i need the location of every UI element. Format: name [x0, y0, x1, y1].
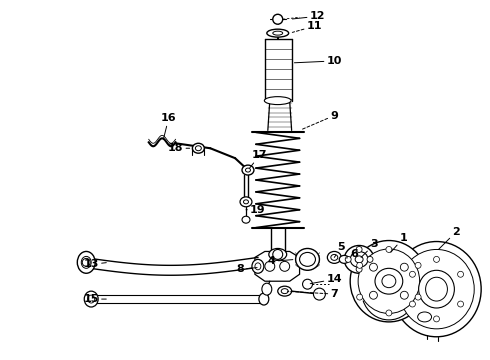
Ellipse shape	[417, 312, 432, 322]
Text: 11: 11	[293, 21, 322, 32]
Text: 16: 16	[161, 113, 176, 140]
Text: 6: 6	[347, 249, 358, 260]
Text: 18: 18	[168, 143, 190, 153]
Ellipse shape	[196, 146, 201, 151]
Circle shape	[458, 271, 464, 277]
Ellipse shape	[382, 275, 396, 288]
Text: 4: 4	[268, 256, 293, 266]
Ellipse shape	[193, 143, 204, 153]
Text: 7: 7	[288, 289, 338, 299]
Circle shape	[434, 316, 440, 322]
Ellipse shape	[269, 248, 287, 260]
Ellipse shape	[273, 31, 283, 35]
Circle shape	[400, 291, 408, 299]
Circle shape	[434, 256, 440, 262]
Circle shape	[367, 256, 373, 262]
Text: 9: 9	[302, 111, 338, 129]
Circle shape	[386, 310, 392, 316]
Polygon shape	[89, 295, 265, 303]
Ellipse shape	[242, 216, 250, 223]
Ellipse shape	[81, 256, 91, 268]
Circle shape	[273, 249, 283, 260]
Ellipse shape	[355, 256, 363, 263]
Circle shape	[356, 266, 362, 272]
Ellipse shape	[299, 252, 316, 266]
Ellipse shape	[252, 260, 264, 273]
Text: 10: 10	[294, 56, 342, 66]
Ellipse shape	[88, 295, 95, 303]
Text: 1: 1	[391, 233, 408, 252]
Ellipse shape	[244, 200, 248, 204]
Circle shape	[82, 258, 90, 266]
Ellipse shape	[375, 268, 403, 294]
Ellipse shape	[77, 251, 95, 273]
Ellipse shape	[262, 283, 272, 295]
Text: 5: 5	[334, 243, 345, 257]
Ellipse shape	[267, 29, 289, 37]
Text: 3: 3	[361, 239, 378, 257]
Circle shape	[357, 294, 363, 300]
Ellipse shape	[392, 242, 481, 337]
Circle shape	[356, 247, 362, 252]
Circle shape	[345, 256, 351, 262]
Circle shape	[273, 14, 283, 24]
Text: 19: 19	[246, 205, 266, 215]
Circle shape	[410, 271, 416, 277]
Ellipse shape	[255, 263, 261, 270]
Ellipse shape	[242, 165, 254, 175]
Text: 14: 14	[310, 274, 342, 284]
Circle shape	[410, 301, 416, 307]
Circle shape	[265, 261, 275, 271]
Circle shape	[415, 262, 421, 268]
Text: 13: 13	[83, 259, 106, 269]
Ellipse shape	[418, 270, 454, 308]
Ellipse shape	[399, 249, 474, 329]
Circle shape	[369, 291, 377, 299]
Circle shape	[357, 262, 363, 268]
Circle shape	[314, 288, 325, 300]
Ellipse shape	[240, 197, 252, 207]
Ellipse shape	[339, 255, 349, 264]
Ellipse shape	[350, 240, 428, 322]
Ellipse shape	[278, 286, 292, 296]
Ellipse shape	[327, 251, 341, 264]
Circle shape	[458, 301, 464, 307]
Polygon shape	[83, 257, 258, 275]
Text: 8: 8	[236, 264, 257, 274]
Ellipse shape	[259, 293, 269, 305]
Text: 2: 2	[439, 226, 460, 249]
Text: 15: 15	[83, 294, 106, 304]
Circle shape	[400, 263, 408, 271]
Ellipse shape	[358, 249, 419, 314]
Ellipse shape	[84, 291, 98, 307]
Ellipse shape	[245, 168, 250, 172]
Circle shape	[369, 263, 377, 271]
Text: 17: 17	[250, 150, 268, 168]
Circle shape	[415, 294, 421, 300]
Ellipse shape	[426, 277, 447, 301]
Ellipse shape	[264, 96, 291, 105]
Text: 12: 12	[293, 11, 325, 21]
Ellipse shape	[350, 251, 368, 267]
Ellipse shape	[344, 246, 374, 273]
Ellipse shape	[331, 255, 338, 260]
Circle shape	[280, 261, 290, 271]
Ellipse shape	[295, 248, 319, 270]
Circle shape	[386, 247, 392, 252]
Polygon shape	[255, 251, 299, 281]
Ellipse shape	[281, 289, 288, 294]
Circle shape	[302, 279, 313, 289]
